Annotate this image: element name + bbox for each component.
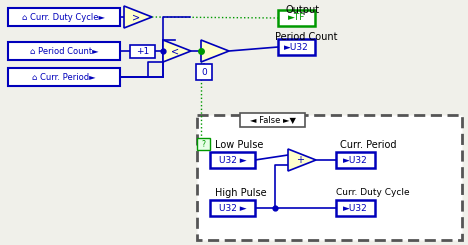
FancyBboxPatch shape (210, 152, 255, 168)
Text: >: > (132, 12, 140, 22)
Text: Curr. Duty Cycle: Curr. Duty Cycle (336, 188, 410, 197)
FancyBboxPatch shape (210, 200, 255, 216)
Text: ⌂ Curr. Duty Cycle►: ⌂ Curr. Duty Cycle► (22, 12, 105, 22)
Text: ►TF: ►TF (288, 13, 305, 23)
Text: 0: 0 (201, 68, 207, 76)
FancyBboxPatch shape (240, 113, 305, 127)
Text: ►U32: ►U32 (343, 156, 368, 164)
Text: +1: +1 (136, 47, 149, 56)
Polygon shape (124, 6, 152, 28)
FancyBboxPatch shape (197, 115, 462, 240)
FancyBboxPatch shape (336, 152, 375, 168)
Text: ?: ? (202, 139, 205, 148)
FancyBboxPatch shape (278, 39, 315, 55)
FancyBboxPatch shape (336, 200, 375, 216)
Text: <: < (171, 46, 179, 56)
FancyBboxPatch shape (197, 138, 210, 150)
Text: Low Pulse: Low Pulse (215, 140, 263, 150)
Text: High Pulse: High Pulse (215, 188, 267, 198)
FancyBboxPatch shape (130, 45, 155, 58)
Text: U32 ►: U32 ► (219, 156, 246, 164)
Polygon shape (201, 40, 229, 62)
FancyBboxPatch shape (8, 8, 120, 26)
Polygon shape (288, 149, 316, 171)
Text: ⌂ Period Count►: ⌂ Period Count► (29, 47, 98, 56)
FancyBboxPatch shape (196, 64, 212, 80)
Polygon shape (163, 40, 191, 62)
Text: ⌂ Curr. Period►: ⌂ Curr. Period► (32, 73, 96, 82)
Text: Output: Output (285, 5, 319, 15)
Text: Curr. Period: Curr. Period (340, 140, 396, 150)
Text: Period Count: Period Count (275, 32, 337, 42)
Text: ◄ False ►▼: ◄ False ►▼ (249, 115, 295, 124)
FancyBboxPatch shape (8, 68, 120, 86)
Text: ►U32: ►U32 (284, 42, 309, 51)
FancyBboxPatch shape (8, 42, 120, 60)
Text: +: + (296, 155, 304, 165)
Text: ►U32: ►U32 (343, 204, 368, 212)
FancyBboxPatch shape (278, 10, 315, 26)
Text: U32 ►: U32 ► (219, 204, 246, 212)
